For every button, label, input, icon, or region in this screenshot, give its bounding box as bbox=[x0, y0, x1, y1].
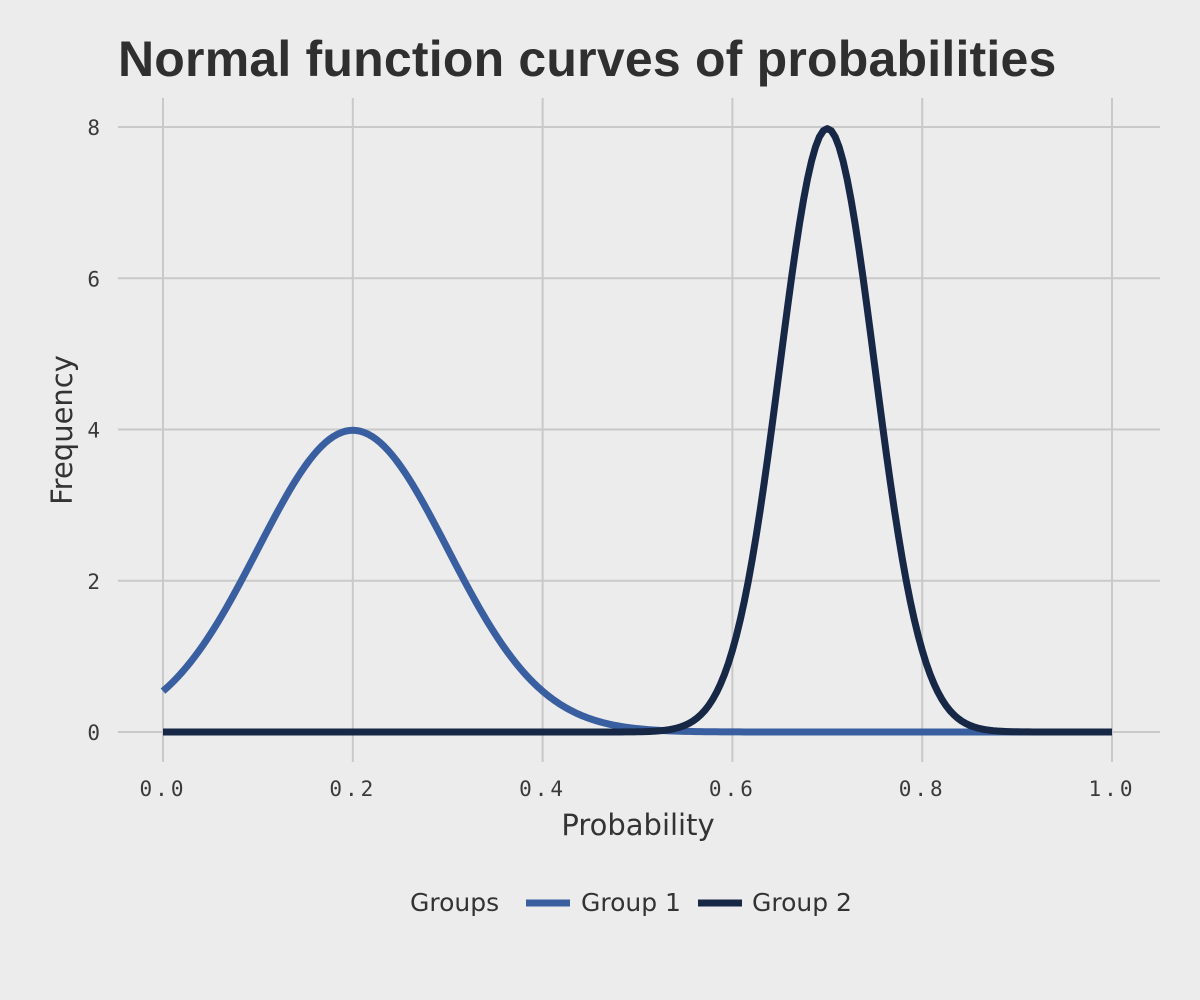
x-tick-label: 1.0 bbox=[1089, 777, 1136, 801]
series-line-group-2 bbox=[163, 125, 1112, 736]
x-tick-label: 0.2 bbox=[329, 777, 376, 801]
legend-title: Groups bbox=[410, 888, 499, 917]
y-tick-label: 6 bbox=[87, 267, 100, 291]
series-lines bbox=[160, 125, 1112, 736]
legend-label-group-1: Group 1 bbox=[581, 888, 681, 917]
y-tick-label: 4 bbox=[87, 419, 100, 443]
legend-label-group-2: Group 2 bbox=[752, 888, 852, 917]
tick-labels: 0.0 0.2 0.4 0.6 0.8 1.0 0 2 4 6 8 bbox=[87, 116, 1136, 801]
x-tick-label: 0.4 bbox=[519, 777, 566, 801]
x-tick-label: 0.8 bbox=[899, 777, 946, 801]
y-tick-label: 0 bbox=[87, 721, 100, 745]
y-axis-title: Frequency bbox=[45, 355, 79, 505]
y-tick-label: 2 bbox=[87, 570, 100, 594]
x-axis-title: Probability bbox=[561, 808, 714, 842]
x-tick-label: 0.6 bbox=[709, 777, 756, 801]
x-tick-label: 0.0 bbox=[140, 777, 187, 801]
legend: Groups Group 1 Group 2 bbox=[410, 888, 852, 917]
grid-lines bbox=[118, 98, 1160, 762]
y-tick-label: 8 bbox=[87, 116, 100, 140]
chart-title: Normal function curves of probabilities bbox=[118, 31, 1057, 87]
